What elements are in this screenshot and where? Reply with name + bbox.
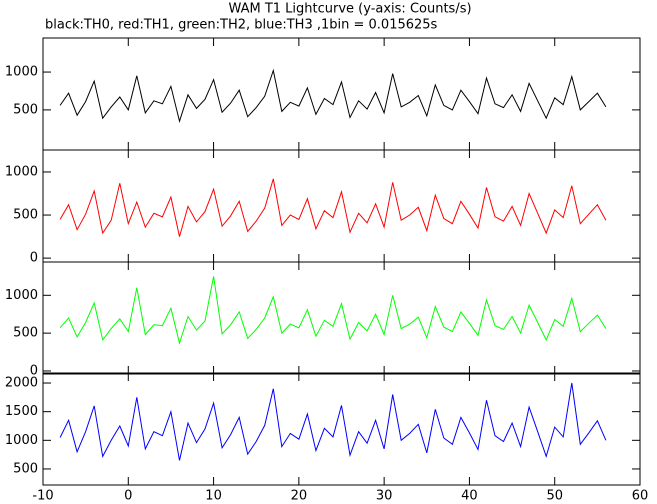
chart-title: WAM T1 Lightcurve (y-axis: Counts/s) (228, 2, 471, 17)
y-tick-label: 1000 (5, 164, 38, 179)
y-tick-label: 0 (30, 251, 38, 266)
y-tick-label: 1000 (5, 65, 38, 80)
x-tick-label: 60 (632, 489, 649, 504)
x-tick-label: 0 (124, 489, 132, 504)
lightcurve (59, 382, 607, 461)
panel-frame (42, 261, 641, 375)
panel-frame (42, 372, 641, 486)
chart-subtitle: black:TH0, red:TH1, green:TH2, blue:TH3 … (45, 18, 438, 33)
x-tick-label: 20 (291, 489, 308, 504)
y-tick-label: 1500 (5, 404, 38, 419)
y-tick-label: 1000 (5, 288, 38, 303)
y-tick-label: 0 (30, 363, 38, 378)
lightcurve (59, 178, 607, 237)
x-tick-label: 30 (376, 489, 393, 504)
y-tick-label: 500 (13, 461, 38, 476)
y-tick-label: 2000 (5, 376, 38, 391)
y-tick-label: 500 (13, 208, 38, 223)
x-tick-label: 50 (546, 489, 563, 504)
x-tick-label: 40 (461, 489, 478, 504)
x-tick-label: -10 (32, 489, 53, 504)
panel-frame (42, 149, 641, 263)
lightcurve (59, 68, 607, 124)
lightcurve (59, 276, 607, 345)
y-tick-label: 500 (13, 326, 38, 341)
y-tick-label: 1000 (5, 433, 38, 448)
y-tick-label: 500 (13, 102, 38, 117)
x-tick-label: 10 (205, 489, 222, 504)
